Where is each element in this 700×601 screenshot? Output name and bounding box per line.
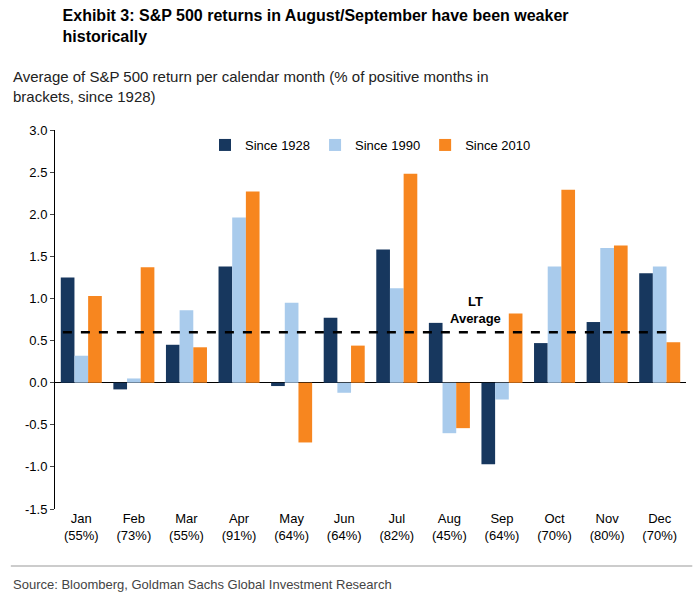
svg-text:Since 1990: Since 1990 (355, 138, 420, 153)
svg-text:Exhibit 3: S&P 500 returns in: Exhibit 3: S&P 500 returns in August/Sep… (63, 7, 569, 45)
svg-text:Oct(70%): Oct(70%) (537, 511, 572, 543)
svg-text:-0.5: -0.5 (25, 417, 47, 432)
svg-text:Feb(73%): Feb(73%) (117, 511, 152, 543)
svg-text:May(64%): May(64%) (274, 511, 309, 543)
svg-text:LTAverage: LTAverage (450, 294, 501, 326)
svg-text:-1.0: -1.0 (25, 459, 47, 474)
svg-text:Jun(64%): Jun(64%) (327, 511, 362, 543)
svg-text:Since 1928: Since 1928 (245, 138, 310, 153)
svg-text:0.5: 0.5 (29, 333, 47, 348)
svg-text:Since 2010: Since 2010 (465, 138, 530, 153)
svg-text:Nov(80%): Nov(80%) (590, 511, 625, 543)
svg-text:Mar(55%): Mar(55%) (169, 511, 204, 543)
svg-text:Apr(91%): Apr(91%) (222, 511, 257, 543)
svg-text:2.5: 2.5 (29, 165, 47, 180)
svg-text:Sep(64%): Sep(64%) (485, 511, 520, 543)
svg-text:Average of S&P 500 return per: Average of S&P 500 return per calendar m… (13, 68, 489, 105)
svg-text:0.0: 0.0 (29, 375, 47, 390)
svg-text:-1.5: -1.5 (25, 502, 47, 517)
svg-text:1.0: 1.0 (29, 291, 47, 306)
svg-text:3.0: 3.0 (29, 123, 47, 138)
svg-text:Aug(45%): Aug(45%) (432, 511, 467, 543)
svg-text:Jan(55%): Jan(55%) (64, 511, 99, 543)
svg-text:Source: Bloomberg, Goldman Sac: Source: Bloomberg, Goldman Sachs Global … (13, 577, 392, 592)
svg-text:Jul(82%): Jul(82%) (379, 511, 414, 543)
svg-text:Dec(70%): Dec(70%) (642, 511, 677, 543)
svg-text:2.0: 2.0 (29, 207, 47, 222)
svg-text:1.5: 1.5 (29, 249, 47, 264)
